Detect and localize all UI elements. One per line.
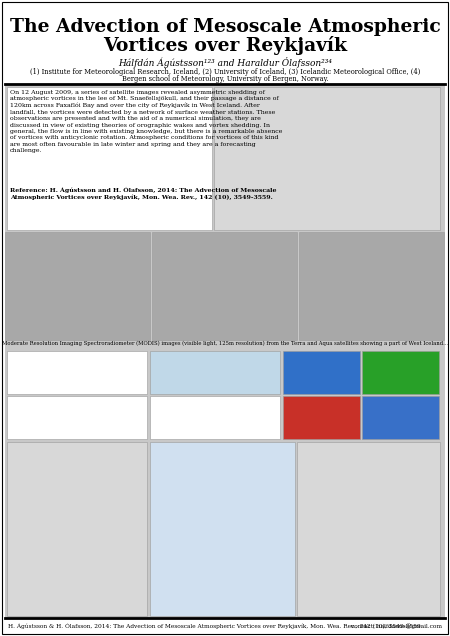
Bar [7,442,147,616]
Bar [297,442,440,616]
Bar [283,396,360,439]
Text: H. Ágústsson & H. Ólafsson, 2014: The Advection of Mesoscale Atmospheric Vortice: H. Ágústsson & H. Ólafsson, 2014: The Ad… [8,623,421,629]
Text: The Advection of Mesoscale Atmospheric: The Advection of Mesoscale Atmospheric [9,18,441,36]
Bar [362,351,439,394]
Text: contact: halfdanus@gmail.com: contact: halfdanus@gmail.com [351,623,442,629]
Bar [214,87,440,230]
Bar [150,351,280,394]
Bar [7,87,212,230]
Text: Vortices over Reykjavík: Vortices over Reykjavík [103,36,347,55]
Bar [5,232,150,340]
Bar [150,442,295,616]
Text: (1) Institute for Meteorological Research, Iceland, (2) University of Iceland, (: (1) Institute for Meteorological Researc… [30,68,420,76]
Text: Bergen school of Meteorology, University of Bergen, Norway.: Bergen school of Meteorology, University… [122,75,328,83]
Bar [7,396,147,439]
Bar [150,396,280,439]
Text: Hálfdán Ágústsson¹²³ and Haraldur Ólafsson²³⁴: Hálfdán Ágústsson¹²³ and Haraldur Ólafss… [118,57,332,68]
Bar [362,396,439,439]
Text: Moderate Resolution Imaging Spectroradiometer (MODIS) images (visible light, 125: Moderate Resolution Imaging Spectroradio… [2,341,448,346]
Text: Reference: H. Ágústsson and H. Ólafsson, 2014: The Advection of Mesoscale
Atmosp: Reference: H. Ágústsson and H. Ólafsson,… [10,187,276,200]
Bar [152,232,297,340]
Bar [7,351,147,394]
Bar [283,351,360,394]
Bar [5,85,445,618]
Text: On 12 August 2009, a series of satellite images revealed asymmetric shedding of
: On 12 August 2009, a series of satellite… [10,90,283,153]
Bar [299,232,444,340]
